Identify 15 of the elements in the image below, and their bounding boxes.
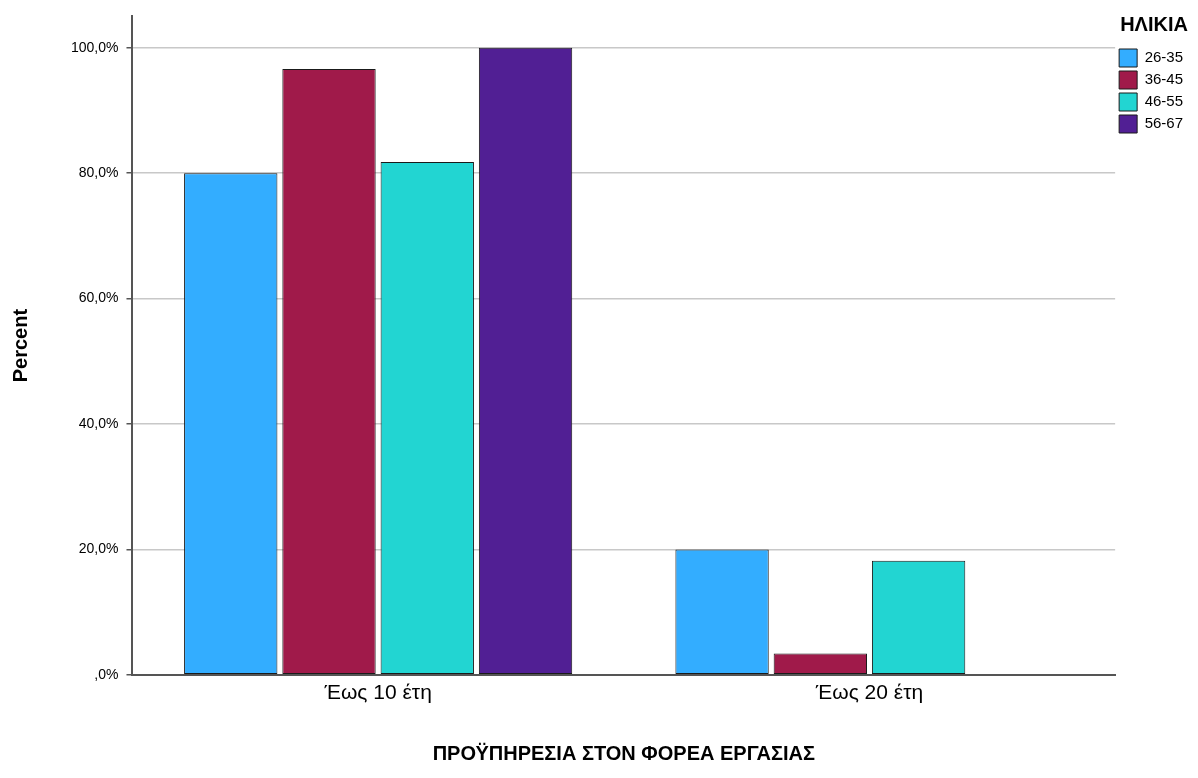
x-axis-title: ΠΡΟΫΠΗΡΕΣΙΑ ΣΤΟΝ ΦΟΡΕΑ ΕΡΓΑΣΙΑΣ [432,741,815,764]
x-tick-label: Έως 10 έτη [323,680,432,704]
y-tick-label: ,0% [94,665,119,682]
legend-title: ΗΛΙΚΙΑ [1120,12,1188,35]
legend-label: 36-45 [1144,70,1184,88]
y-tick-label: 40,0% [78,414,119,431]
y-tick-label: 100,0% [71,38,119,55]
x-tick-label: Έως 20 έτη [814,680,924,704]
y-tick-label: 60,0% [78,289,119,306]
y-tick-label: 20,0% [78,540,119,557]
y-tick-label: 80,0% [78,164,119,181]
legend-label: 56-67 [1144,114,1184,132]
legend-label: 46-55 [1144,92,1184,110]
y-axis-title: Percent [8,308,31,383]
legend-label: 26-35 [1144,48,1184,66]
